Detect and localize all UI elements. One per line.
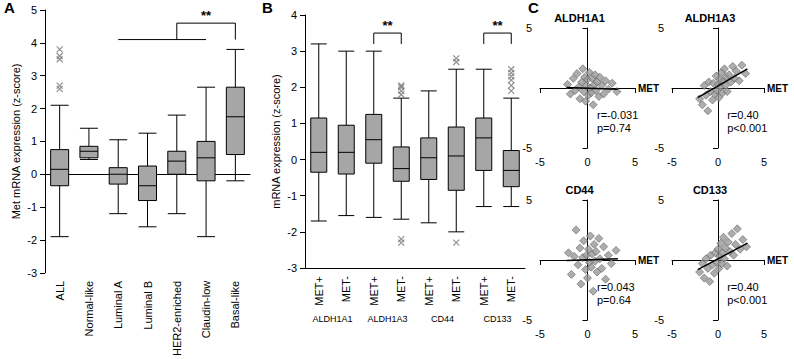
- svg-text:-5: -5: [667, 328, 677, 340]
- svg-text:r=0.40: r=0.40: [727, 109, 759, 121]
- svg-text:CD44: CD44: [565, 184, 594, 196]
- svg-text:2: 2: [31, 103, 37, 115]
- svg-text:Normal-like: Normal-like: [83, 281, 95, 337]
- svg-text:5: 5: [632, 328, 638, 340]
- svg-text:**: **: [492, 18, 503, 33]
- svg-text:r=0.40: r=0.40: [727, 281, 759, 293]
- svg-text:MET-: MET-: [505, 276, 517, 303]
- svg-text:CD133: CD133: [483, 314, 511, 324]
- svg-text:ALDH1A3: ALDH1A3: [367, 314, 407, 324]
- svg-text:-5: -5: [535, 156, 545, 168]
- svg-text:1: 1: [291, 117, 297, 129]
- svg-text:B: B: [262, 0, 273, 16]
- svg-text:0: 0: [584, 328, 590, 340]
- svg-text:2: 2: [291, 81, 297, 93]
- svg-text:Luminal B: Luminal B: [142, 281, 154, 330]
- svg-text:MET: MET: [638, 83, 659, 94]
- svg-text:5: 5: [31, 4, 37, 16]
- svg-text:5: 5: [526, 22, 532, 34]
- svg-text:MET: MET: [638, 255, 659, 266]
- svg-text:p<0.001: p<0.001: [727, 294, 767, 306]
- svg-text:0: 0: [715, 328, 721, 340]
- svg-text:ALDH1A1: ALDH1A1: [312, 314, 352, 324]
- svg-text:-5: -5: [667, 156, 677, 168]
- svg-text:5: 5: [658, 22, 664, 34]
- svg-text:**: **: [382, 18, 393, 33]
- svg-text:-5: -5: [522, 142, 532, 154]
- svg-text:-3: -3: [27, 267, 37, 279]
- svg-text:**: **: [201, 8, 212, 23]
- svg-text:0: 0: [584, 156, 590, 168]
- svg-text:5: 5: [632, 156, 638, 168]
- svg-text:5: 5: [658, 194, 664, 206]
- svg-text:MET: MET: [767, 83, 788, 94]
- svg-text:mRNA expression (z-score): mRNA expression (z-score): [270, 74, 282, 208]
- svg-text:Basal-like: Basal-like: [229, 281, 241, 329]
- svg-text:Met mRNA expression (z-score): Met mRNA expression (z-score): [10, 63, 22, 219]
- svg-text:ALDH1A3: ALDH1A3: [685, 12, 736, 24]
- svg-text:MET-: MET-: [395, 276, 407, 303]
- svg-text:0: 0: [31, 168, 37, 180]
- svg-text:0: 0: [715, 156, 721, 168]
- svg-text:ALL: ALL: [54, 281, 66, 301]
- svg-text:p=0.64: p=0.64: [597, 294, 631, 306]
- svg-text:-5: -5: [535, 328, 545, 340]
- svg-text:-2: -2: [27, 234, 37, 246]
- svg-text:C: C: [528, 0, 539, 16]
- svg-text:ALDH1A1: ALDH1A1: [554, 12, 605, 24]
- svg-text:MET-: MET-: [450, 276, 462, 303]
- svg-text:3: 3: [291, 45, 297, 57]
- svg-text:5: 5: [526, 194, 532, 206]
- svg-text:MET+: MET+: [368, 276, 380, 306]
- svg-text:A: A: [4, 0, 15, 16]
- svg-text:-2: -2: [287, 226, 297, 238]
- svg-text:MET+: MET+: [423, 276, 435, 306]
- svg-text:MET-: MET-: [340, 276, 352, 303]
- svg-text:-3: -3: [287, 262, 297, 274]
- svg-text:-1: -1: [287, 190, 297, 202]
- svg-text:5: 5: [761, 156, 767, 168]
- svg-text:-5: -5: [522, 314, 532, 326]
- svg-text:1: 1: [31, 135, 37, 147]
- svg-text:4: 4: [31, 37, 37, 49]
- svg-text:MET+: MET+: [478, 276, 490, 306]
- svg-text:4: 4: [291, 9, 297, 21]
- svg-text:-5: -5: [654, 314, 664, 326]
- svg-text:3: 3: [31, 70, 37, 82]
- svg-text:HER2-enriched: HER2-enriched: [171, 281, 183, 356]
- svg-text:p<0.001: p<0.001: [727, 122, 767, 134]
- svg-text:-5: -5: [654, 142, 664, 154]
- svg-text:CD133: CD133: [693, 184, 727, 196]
- svg-text:r=0.043: r=0.043: [597, 281, 635, 293]
- svg-text:5: 5: [761, 328, 767, 340]
- svg-text:-1: -1: [27, 201, 37, 213]
- svg-text:Luminal A: Luminal A: [112, 280, 124, 329]
- svg-text:MET+: MET+: [313, 276, 325, 306]
- svg-text:p=0.74: p=0.74: [597, 122, 631, 134]
- svg-text:CD44: CD44: [431, 314, 454, 324]
- svg-text:r=-0.031: r=-0.031: [597, 109, 638, 121]
- svg-text:Claudin-low: Claudin-low: [200, 281, 212, 339]
- svg-text:MET: MET: [767, 255, 788, 266]
- svg-text:0: 0: [291, 154, 297, 166]
